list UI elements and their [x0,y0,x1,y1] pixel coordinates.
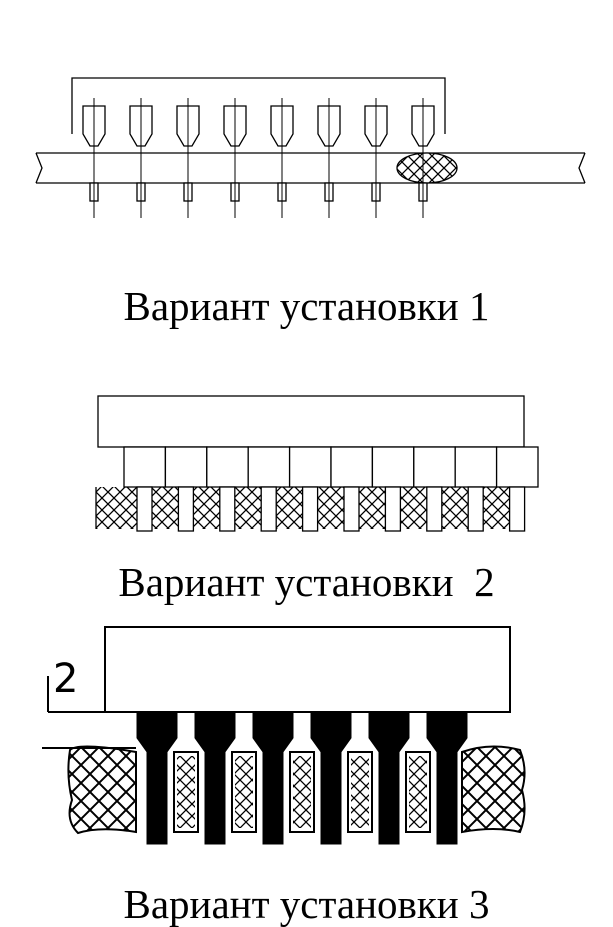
variant-3-pin [194,711,236,845]
variant-1-pin [223,98,247,218]
variant-2-pin [495,446,539,532]
variant-3-pin [310,711,352,845]
variant-2-pin [288,446,332,532]
variant-1-component-body [71,77,446,134]
variant-2-pin [413,446,456,532]
variant-1-board [35,152,586,184]
variant-1-pin [411,98,435,218]
variant-3-caption: Вариант установки 3 [123,881,490,927]
variant-3-dimension-lines [42,676,136,749]
variant-3-dimension-label: 2 [53,656,78,702]
variant-2-pin [330,446,374,532]
variant-1-pin [176,98,200,218]
variant-1-pin [82,98,106,218]
variant-2-caption: Вариант установки 2 [118,559,495,605]
variant-1-diagram [35,77,586,218]
variant-2-pin [206,446,249,532]
variant-2-pin [454,446,498,532]
variant-3-pin [136,711,178,845]
variant-3-pin [252,711,294,845]
variant-1-pin [270,98,294,218]
variant-1-pin [364,98,388,218]
variant-3-component-body [104,626,511,713]
variant-1-caption: Вариант установки 1 [123,283,490,329]
variant-3-board-left [67,745,137,835]
variant-1-pin [129,98,153,218]
variant-1-hatched-area [396,152,458,184]
variant-2-pin [247,446,291,532]
variant-3-diagram: 2 [42,626,526,845]
variant-2-diagram [95,395,539,532]
variant-1-pin [317,98,341,218]
variant-2-component-body [97,395,525,448]
variant-3-pin [368,711,410,845]
variant-3-board-right [461,745,526,834]
variant-3-pin [426,711,468,845]
